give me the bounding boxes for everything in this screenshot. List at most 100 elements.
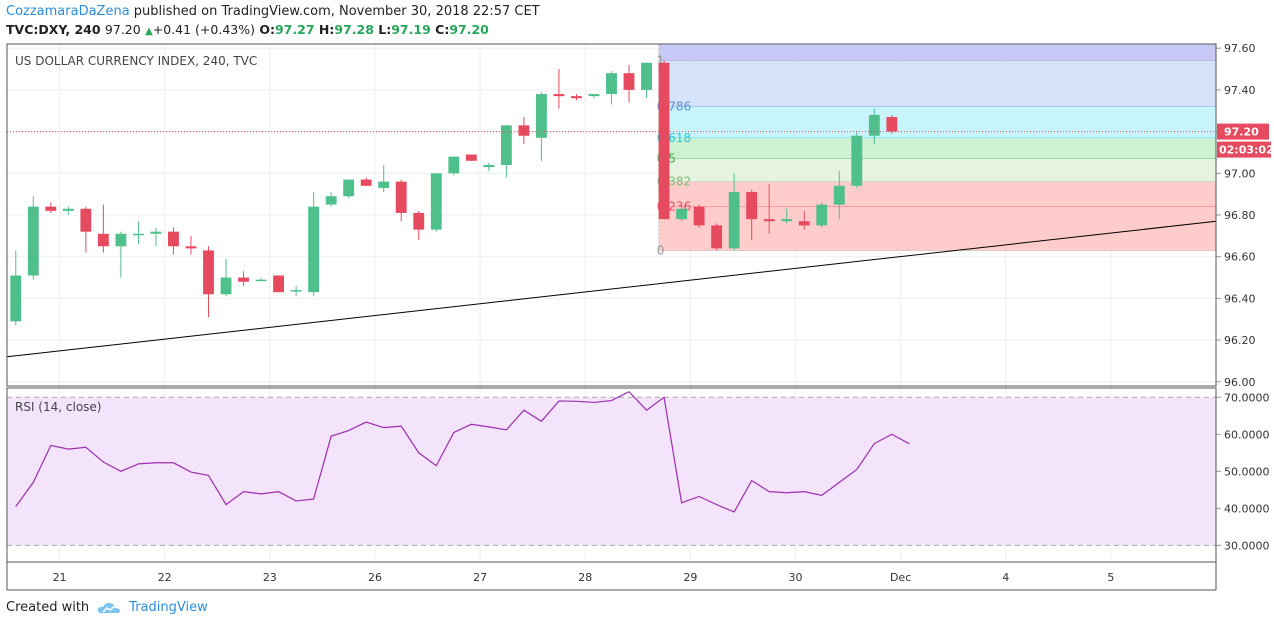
y-tick-label: 96.40 [1224, 292, 1256, 305]
candle [465, 154, 477, 161]
candle [571, 94, 582, 101]
candle [816, 202, 828, 228]
candle [868, 108, 880, 145]
candle-body [851, 135, 863, 186]
candle-body [588, 94, 600, 97]
candle-body [290, 290, 302, 292]
candle-body [518, 125, 530, 136]
x-tick-label: 4 [1002, 571, 1009, 584]
y-tick-label: 97.40 [1224, 84, 1256, 97]
candle [763, 183, 775, 234]
candle [255, 277, 267, 282]
candle-body [325, 196, 337, 205]
candle [886, 114, 898, 134]
created-with-label: Created with [6, 600, 90, 615]
fib-level-label: 0 [657, 243, 665, 257]
x-tick-label: 28 [578, 571, 592, 584]
candle [343, 179, 355, 199]
x-tick-label: 5 [1107, 571, 1114, 584]
candle-body [378, 181, 390, 188]
candle [185, 235, 197, 255]
cloud-icon [97, 602, 121, 613]
footer: Created with TradingView [6, 600, 208, 615]
candle [80, 206, 92, 253]
tradingview-link[interactable]: TradingView [129, 600, 208, 615]
candle-body [658, 62, 670, 220]
candle-body [763, 219, 775, 222]
x-tick-label: 30 [788, 571, 802, 584]
fib-zone [658, 181, 1216, 207]
y-tick-label: 96.80 [1224, 209, 1256, 222]
candle-body [150, 231, 162, 234]
candle [535, 91, 547, 161]
y-tick-label: 96.20 [1224, 334, 1256, 347]
candle [62, 206, 74, 215]
candle-body [273, 275, 285, 293]
candle [132, 221, 144, 245]
y-tick-label: 96.60 [1224, 251, 1256, 264]
open-value: 97.27 [274, 22, 315, 37]
candle-body [395, 181, 407, 213]
y-tick-label: 97.00 [1224, 167, 1256, 180]
candle-body [781, 219, 793, 222]
candle-body [816, 204, 828, 226]
last-price: 97.20 [104, 22, 141, 37]
candle-body [80, 208, 92, 232]
candle-body [203, 250, 214, 295]
trendline[interactable] [6, 220, 1217, 358]
candle [711, 223, 723, 251]
main-frame [6, 43, 1217, 387]
candle [728, 173, 740, 251]
countdown-label: 02:03:02 [1219, 144, 1274, 157]
candle [220, 258, 232, 297]
candle [606, 71, 617, 105]
x-tick-label: 26 [368, 571, 382, 584]
candle [413, 210, 425, 241]
candle-body [693, 206, 705, 226]
high-value: 97.28 [334, 22, 374, 37]
candle [483, 162, 495, 172]
candle [676, 204, 688, 222]
candle [553, 69, 565, 109]
candle [325, 192, 337, 207]
candle-body [10, 275, 22, 322]
rsi-line [15, 390, 910, 513]
candle-body [553, 94, 565, 97]
candle [623, 64, 635, 103]
candle-body [886, 116, 898, 132]
candle-body [45, 206, 57, 211]
price-label: 97.20 [1224, 126, 1259, 139]
candle [27, 196, 39, 280]
candle [658, 60, 670, 220]
candle-body [711, 225, 723, 249]
price-label-box [1217, 123, 1269, 140]
candle-body [571, 96, 582, 99]
candle-body [255, 279, 267, 282]
candle [781, 208, 793, 224]
candle [290, 285, 302, 297]
y-tick-label: 97.60 [1224, 42, 1256, 55]
low-label: L: [378, 22, 392, 37]
publisher-line: CozzamaraDaZena published on TradingView… [6, 4, 540, 19]
author-link[interactable]: CozzamaraDaZena [6, 4, 130, 19]
candle [641, 62, 652, 99]
candle-body [535, 94, 547, 138]
candle-body [606, 73, 617, 95]
candle-body [676, 208, 688, 220]
x-tick-label: 22 [158, 571, 172, 584]
candle [360, 177, 372, 186]
rsi-tick-label: 40.0000 [1224, 502, 1270, 515]
candle [395, 179, 407, 222]
x-tick-label: 29 [683, 571, 697, 584]
candle-body [728, 192, 740, 249]
symbol-label: TVC:DXY, 240 [6, 22, 101, 37]
fib-zone [658, 106, 1216, 138]
rsi-panel [7, 390, 1216, 546]
close-value: 97.20 [449, 22, 489, 37]
fib-zone [658, 60, 1216, 107]
candle [833, 171, 845, 220]
candle [10, 250, 22, 326]
candle-body [360, 179, 372, 186]
